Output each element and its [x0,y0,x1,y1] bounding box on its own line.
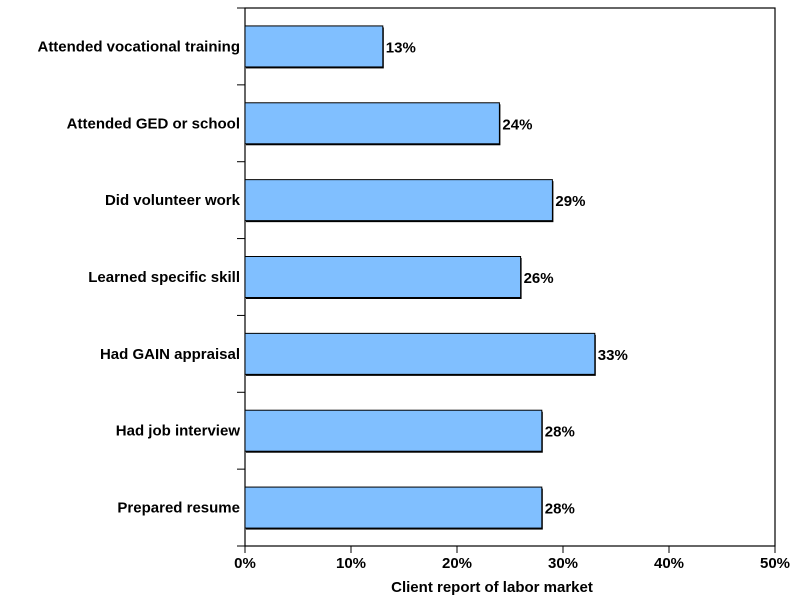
x-axis-ticks: 0% 10% 20% 30% 40% 50% [234,546,790,572]
bar [244,25,384,68]
data-label: 33% [598,347,628,364]
data-label: 24% [502,116,532,133]
category-label: Had GAIN appraisal [100,346,240,363]
data-label: 26% [524,270,554,287]
data-label: 28% [545,501,575,518]
x-tick-label: 20% [442,555,472,572]
bar [244,332,596,375]
x-tick-label: 50% [760,555,790,572]
data-label: 29% [555,193,585,210]
category-label: Prepared resume [117,500,240,517]
bar [244,486,543,529]
category-label: Learned specific skill [88,269,240,286]
x-axis-title: Client report of labor market [391,579,593,596]
bar [244,409,543,452]
bars-layer [244,25,596,530]
x-tick-label: 40% [654,555,684,572]
bar [244,102,500,145]
data-label: 28% [545,424,575,441]
category-label: Had job interview [116,423,241,440]
x-tick-label: 30% [548,555,578,572]
category-label: Attended GED or school [67,115,240,132]
x-tick-label: 0% [234,555,256,572]
bar [244,179,553,222]
data-label: 13% [386,39,416,56]
x-tick-label: 10% [336,555,366,572]
category-label: Did volunteer work [105,192,241,209]
category-label: Attended vocational training [37,38,240,55]
value-labels: 13% 24% 29% 26% 33% 28% 28% [386,39,628,517]
bar [244,256,522,298]
category-labels: Attended vocational training Attended GED… [37,38,240,516]
